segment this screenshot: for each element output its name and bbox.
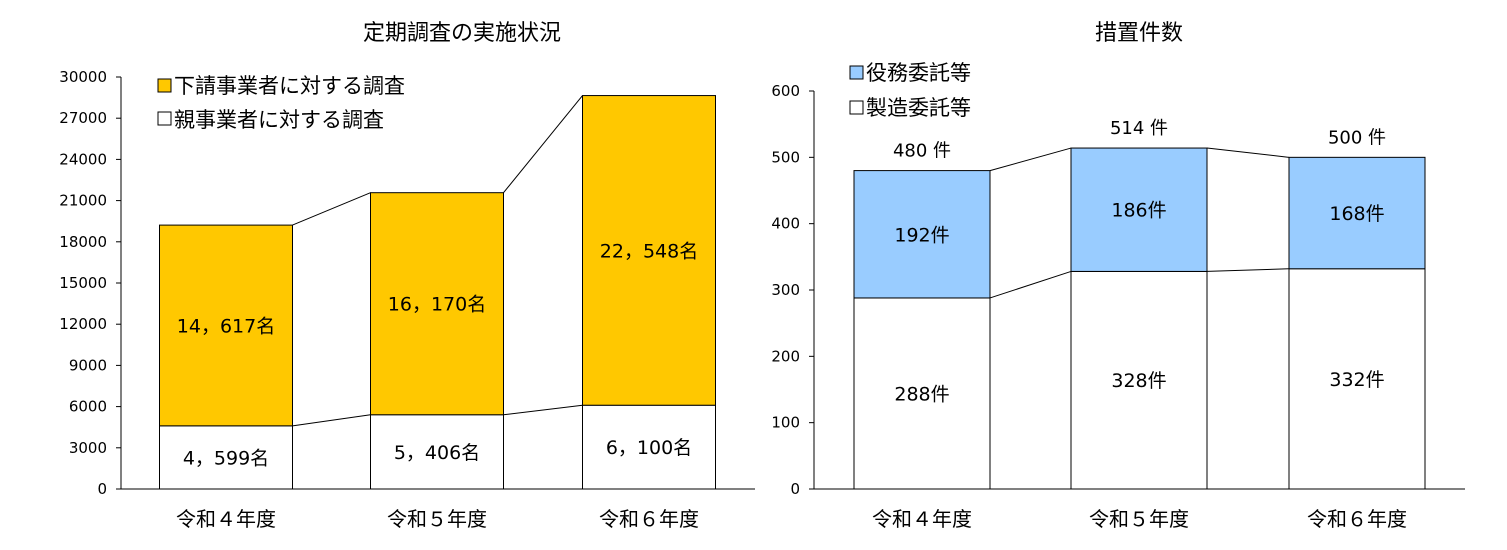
bar-segment (159, 425, 293, 490)
bar-data-label: 328件 (1111, 370, 1166, 392)
x-category-label: 令和５年度 (387, 507, 487, 531)
connector-line (503, 404, 583, 416)
bar-data-label: 288件 (894, 383, 949, 405)
bar-data-label: 14，617名 (177, 315, 275, 337)
y-tick-label: 24000 (59, 150, 107, 168)
survey-chart-title: 定期調査の実施状況 (363, 21, 561, 46)
bar-segment (370, 192, 504, 416)
y-tick-label: 6000 (69, 398, 107, 416)
legend-swatch-parent-survey (157, 111, 172, 126)
survey-chart: 定期調査の実施状況 0 3000 6000 9000 12000 15000 18000 21… (59, 21, 755, 531)
bar-segment (582, 404, 716, 490)
bar-segment (159, 224, 293, 427)
x-category-label: 令和６年度 (1307, 507, 1407, 531)
bar-data-label: 5，406名 (394, 442, 480, 464)
connector-line (1206, 268, 1290, 272)
bar-total-label: 480 件 (893, 141, 951, 162)
connector-line (292, 414, 371, 427)
legend-label-service-outsourcing: 役務委託等 (866, 61, 971, 85)
y-tick-label: 9000 (69, 356, 107, 374)
legend-swatch-manufacturing-outsourcing (849, 100, 864, 115)
y-tick-label: 30000 (59, 68, 107, 86)
measures-chart-bars: 288件 192件 328件 186件 332件 168件 (853, 147, 1426, 490)
bar-data-label: 332件 (1329, 369, 1384, 391)
survey-chart-connector-lines (292, 95, 583, 427)
survey-chart-categories: 令和４年度 令和５年度 令和６年度 (176, 507, 699, 531)
y-tick-label: 0 (97, 480, 107, 498)
legend-label-subcontractor-survey: 下請事業者に対する調査 (174, 74, 405, 98)
bar-segment (1288, 268, 1426, 490)
bar-total-label: 514 件 (1110, 118, 1168, 139)
y-tick-label: 21000 (59, 192, 107, 210)
bar-data-label: 16，170名 (388, 294, 486, 316)
bar-segment (582, 95, 716, 406)
legend-label-manufacturing-outsourcing: 製造委託等 (866, 96, 971, 120)
bar-total-label: 500 件 (1328, 127, 1386, 148)
bar-segment (1070, 147, 1208, 272)
bar-data-label: 186件 (1111, 200, 1166, 222)
x-category-label: 令和６年度 (599, 507, 699, 531)
measures-chart: 措置件数 0 100 200 300 400 500 600 288件 192件 328件 186… (771, 21, 1465, 531)
measures-chart-title: 措置件数 (1095, 21, 1183, 46)
legend-swatch-service-outsourcing (849, 65, 864, 80)
bar-data-label: 6，100名 (606, 437, 692, 459)
survey-chart-legend: 下請事業者に対する調査 親事業者に対する調査 (157, 74, 405, 132)
x-category-label: 令和５年度 (1089, 507, 1189, 531)
connector-line (1206, 147, 1290, 158)
measures-chart-connector-lines (989, 147, 1290, 299)
survey-chart-y-ticks: 0 3000 6000 9000 12000 15000 18000 21000 24000 27… (59, 68, 121, 498)
y-tick-label: 400 (771, 215, 800, 233)
y-tick-label: 100 (771, 414, 800, 432)
bar-segment (853, 297, 991, 490)
x-category-label: 令和４年度 (176, 507, 276, 531)
y-tick-label: 12000 (59, 315, 107, 333)
y-tick-label: 300 (771, 281, 800, 299)
y-tick-label: 0 (790, 480, 800, 498)
bar-segment (370, 414, 504, 490)
survey-chart-bars: 4，599名 14，617名 5，406名 16，170名 6，100名 22，548名 (159, 95, 716, 490)
legend-label-parent-survey: 親事業者に対する調査 (174, 108, 384, 132)
bar-data-label: 192件 (894, 224, 949, 246)
connector-line (989, 147, 1072, 172)
measures-chart-y-ticks: 0 100 200 300 400 500 600 (771, 82, 814, 498)
y-tick-label: 600 (771, 82, 800, 100)
bar-segment (853, 170, 991, 299)
bar-data-label: 4，599名 (183, 447, 269, 469)
bar-segment (1070, 270, 1208, 490)
y-tick-label: 500 (771, 148, 800, 166)
connector-line (503, 95, 583, 194)
connector-line (292, 192, 371, 226)
y-tick-label: 18000 (59, 233, 107, 251)
measures-chart-legend: 役務委託等 製造委託等 (849, 61, 971, 120)
bar-data-label: 22，548名 (600, 240, 698, 262)
x-category-label: 令和４年度 (872, 507, 972, 531)
measures-chart-totals: 480 件 514 件 500 件 (893, 118, 1386, 162)
bar-data-label: 168件 (1329, 203, 1384, 225)
measures-chart-categories: 令和４年度 令和５年度 令和６年度 (872, 507, 1407, 531)
legend-swatch-subcontractor-survey (157, 78, 172, 93)
y-tick-label: 27000 (59, 109, 107, 127)
bar-segment (1288, 156, 1426, 270)
y-tick-label: 200 (771, 347, 800, 365)
y-tick-label: 3000 (69, 439, 107, 457)
connector-line (989, 270, 1072, 299)
y-tick-label: 15000 (59, 274, 107, 292)
